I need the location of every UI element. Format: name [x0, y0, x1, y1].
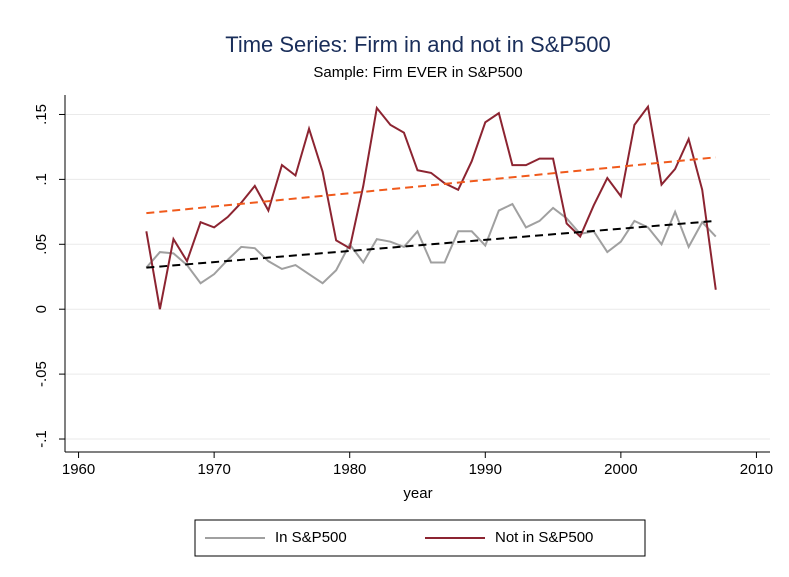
- y-tick-label: -.05: [33, 361, 50, 387]
- fit-line: [146, 156, 716, 215]
- chart-subtitle: Sample: Firm EVER in S&P500: [313, 64, 522, 81]
- series-line: [145, 104, 717, 310]
- y-tick-label: .05: [33, 234, 50, 255]
- x-tick-label: 1980: [333, 461, 366, 478]
- y-tick-label: -.1: [33, 430, 50, 448]
- fit-line: [146, 219, 716, 269]
- x-tick-label: 1970: [197, 461, 230, 478]
- y-tick-label: 0: [33, 305, 50, 313]
- y-tick-label: .15: [33, 104, 50, 125]
- x-tick-label: 2000: [604, 461, 637, 478]
- x-tick-label: 1990: [469, 461, 502, 478]
- x-tick-label: 1960: [62, 461, 95, 478]
- y-tick-label: .1: [33, 173, 50, 186]
- series-line: [145, 202, 717, 285]
- chart-title: Time Series: Firm in and not in S&P500: [225, 32, 611, 57]
- x-axis-label: year: [403, 485, 432, 502]
- x-tick-label: 2010: [740, 461, 773, 478]
- legend-label: Not in S&P500: [495, 529, 593, 546]
- legend-label: In S&P500: [275, 529, 347, 546]
- legend: [194, 519, 646, 557]
